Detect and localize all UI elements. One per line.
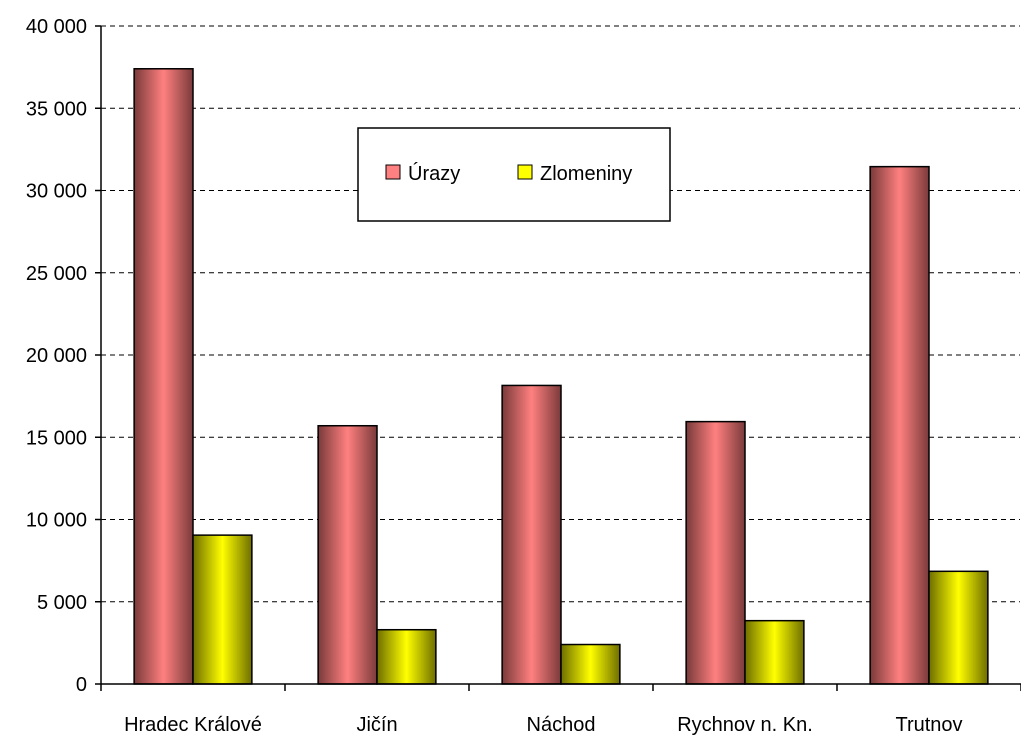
bar-urazy (869, 165, 930, 685)
bars (133, 68, 989, 685)
bar-zlomeniny (744, 619, 805, 685)
legend-label-urazy: Úrazy (408, 162, 460, 185)
axes (95, 25, 1021, 691)
x-tick-label: Náchod (527, 714, 596, 736)
x-tick-label: Jičín (356, 714, 397, 736)
x-tick-label: Rychnov n. Kn. (677, 714, 813, 736)
legend-box (357, 127, 671, 222)
y-tick-label: 5 000 (37, 592, 87, 614)
y-tick-label: 30 000 (26, 181, 87, 203)
y-tick-label: 0 (76, 674, 87, 696)
y-tick-label: 10 000 (26, 510, 87, 532)
bar-urazy (133, 68, 194, 685)
bar-urazy (501, 384, 562, 685)
legend-swatch-zlomeniny (517, 164, 533, 180)
bar-zlomeniny (376, 628, 437, 685)
x-axis-tick-labels: Hradec Králové Jičín Náchod Rychnov n. Kn. T… (124, 714, 962, 736)
legend-label-zlomeniny: Zlomeniny (540, 163, 632, 185)
x-tick-label: Trutnov (895, 714, 962, 736)
legend: Úrazy Zlomeniny (357, 127, 671, 222)
bar-zlomeniny (560, 643, 621, 685)
bar-zlomeniny (928, 570, 989, 685)
bar-zlomeniny (192, 534, 253, 685)
bar-urazy (685, 420, 746, 685)
y-tick-label: 25 000 (26, 263, 87, 285)
y-tick-label: 15 000 (26, 427, 87, 449)
y-tick-label: 40 000 (26, 16, 87, 38)
y-axis-tick-labels: 0 5 000 10 000 15 000 20 000 25 000 30 000 35 0… (26, 16, 87, 696)
y-tick-label: 35 000 (26, 98, 87, 120)
bar-urazy (317, 424, 378, 685)
legend-swatch-urazy (385, 164, 401, 180)
y-tick-label: 20 000 (26, 345, 87, 367)
x-tick-label: Hradec Králové (124, 714, 262, 736)
